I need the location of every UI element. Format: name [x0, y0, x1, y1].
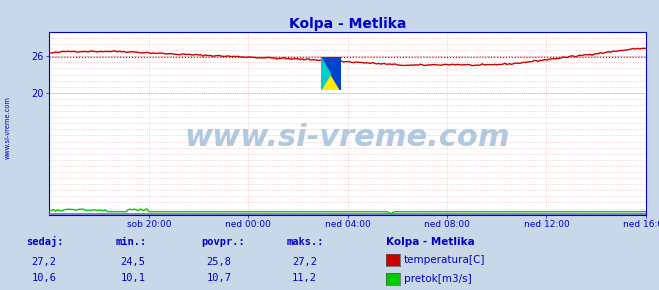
Title: Kolpa - Metlika: Kolpa - Metlika: [289, 17, 407, 31]
Text: 10,6: 10,6: [32, 273, 57, 283]
Polygon shape: [321, 57, 341, 90]
Text: 11,2: 11,2: [292, 273, 317, 283]
Text: 10,1: 10,1: [121, 273, 146, 283]
Text: maks.:: maks.:: [287, 237, 324, 247]
Polygon shape: [321, 57, 331, 90]
Text: Kolpa - Metlika: Kolpa - Metlika: [386, 237, 474, 247]
Text: 27,2: 27,2: [292, 257, 317, 267]
Text: pretok[m3/s]: pretok[m3/s]: [404, 274, 472, 284]
Text: povpr.:: povpr.:: [201, 237, 244, 247]
Text: 24,5: 24,5: [121, 257, 146, 267]
Text: sedaj:: sedaj:: [26, 236, 64, 247]
Text: www.si-vreme.com: www.si-vreme.com: [185, 123, 511, 152]
Text: temperatura[C]: temperatura[C]: [404, 255, 486, 265]
Text: min.:: min.:: [115, 237, 146, 247]
Text: 27,2: 27,2: [32, 257, 57, 267]
Text: 25,8: 25,8: [206, 257, 231, 267]
Text: www.si-vreme.com: www.si-vreme.com: [5, 96, 11, 159]
Text: 10,7: 10,7: [206, 273, 231, 283]
